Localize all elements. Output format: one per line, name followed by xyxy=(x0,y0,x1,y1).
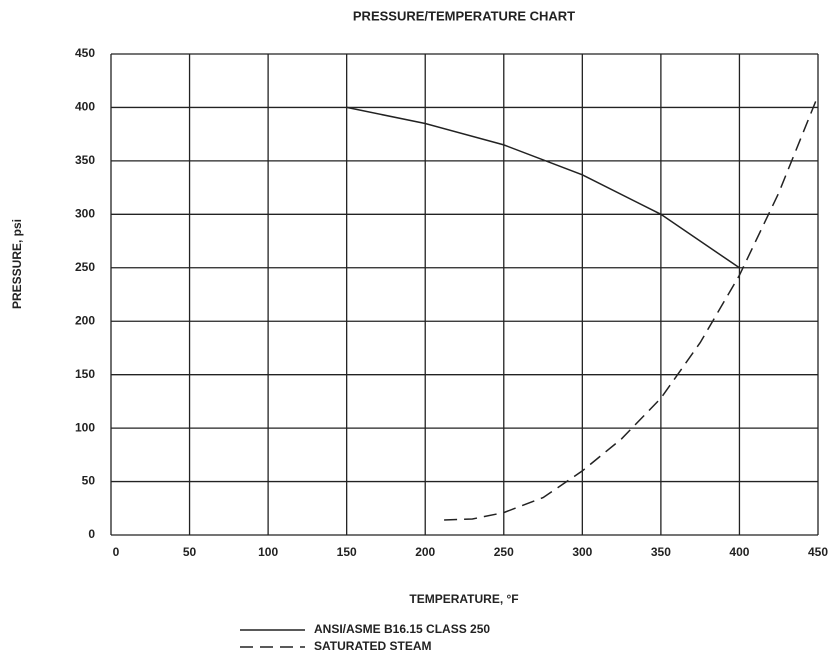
y-tick-label: 400 xyxy=(75,100,95,114)
y-tick-label: 100 xyxy=(75,420,95,434)
legend-label: SATURATED STEAM xyxy=(314,639,432,653)
x-tick-label: 400 xyxy=(729,545,749,559)
x-tick-label: 350 xyxy=(651,545,671,559)
x-tick-label: 0 xyxy=(113,545,120,559)
legend-label: ANSI/ASME B16.15 CLASS 250 xyxy=(314,622,490,636)
x-axis-label: TEMPERATURE, °F xyxy=(409,592,518,606)
y-tick-label: 50 xyxy=(82,474,96,488)
x-tick-label: 150 xyxy=(337,545,357,559)
x-tick-label: 450 xyxy=(808,545,828,559)
y-tick-label: 250 xyxy=(75,260,95,274)
y-tick-label: 300 xyxy=(75,207,95,221)
x-tick-label: 200 xyxy=(415,545,435,559)
series-line xyxy=(444,95,819,521)
chart-title: PRESSURE/TEMPERATURE CHART xyxy=(353,8,575,23)
y-axis-label: PRESSURE, psi xyxy=(10,219,24,309)
x-tick-label: 250 xyxy=(494,545,514,559)
series-line xyxy=(346,106,740,269)
y-tick-label: 150 xyxy=(75,367,95,381)
y-tick-label: 200 xyxy=(75,313,95,327)
x-tick-label: 300 xyxy=(572,545,592,559)
x-tick-label: 50 xyxy=(183,545,197,559)
y-tick-label: 450 xyxy=(75,46,95,60)
x-tick-label: 100 xyxy=(258,545,278,559)
y-tick-label: 0 xyxy=(88,527,95,541)
y-tick-label: 350 xyxy=(75,153,95,167)
